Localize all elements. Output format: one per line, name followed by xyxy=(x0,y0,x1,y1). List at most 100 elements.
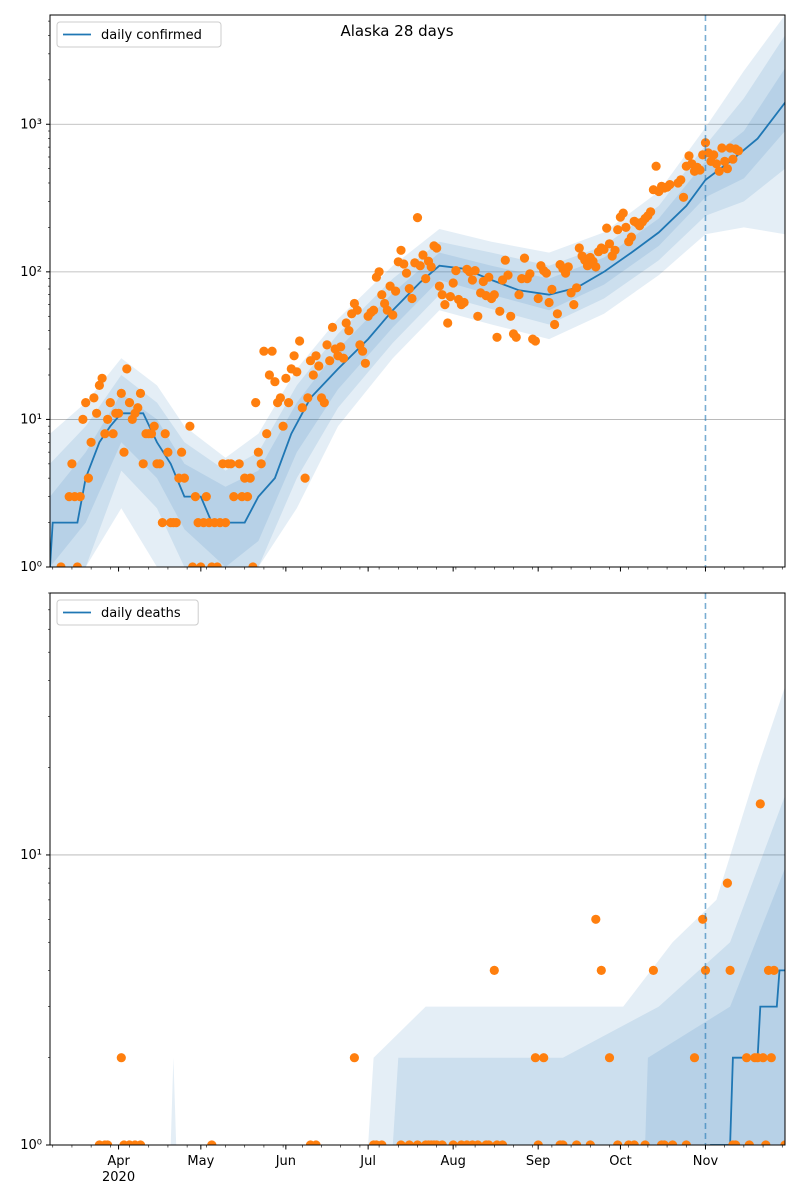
observed-point xyxy=(396,245,406,255)
observed-point xyxy=(391,286,401,296)
observed-point xyxy=(733,146,744,156)
observed-point xyxy=(75,492,85,502)
observed-point xyxy=(766,1053,776,1063)
observed-point xyxy=(511,332,521,342)
observed-point xyxy=(399,259,409,269)
observed-point xyxy=(418,250,428,260)
legend-box xyxy=(56,599,199,626)
band-outer-area xyxy=(50,15,785,567)
observed-point xyxy=(83,473,93,483)
observed-point xyxy=(157,518,167,528)
observed-point xyxy=(742,1053,752,1063)
observed-point xyxy=(270,377,280,387)
observed-point xyxy=(138,459,148,469)
observed-point xyxy=(349,1053,359,1063)
observed-point xyxy=(116,388,126,398)
observed-point xyxy=(122,364,132,374)
observed-point xyxy=(404,1140,414,1145)
observed-point xyxy=(558,1140,568,1145)
observed-point xyxy=(67,459,77,469)
observed-point xyxy=(229,492,239,502)
observed-point xyxy=(489,290,499,300)
observed-point xyxy=(722,878,733,888)
observed-point xyxy=(646,207,656,217)
observed-point xyxy=(242,492,253,502)
band-outer-area xyxy=(50,686,785,1145)
observed-point xyxy=(500,255,510,265)
x-tick-label: Jun xyxy=(275,1154,296,1169)
observed-point xyxy=(264,370,274,380)
observed-point xyxy=(92,408,102,418)
observed-point xyxy=(327,322,338,332)
observed-point xyxy=(146,429,157,439)
band-mid-area xyxy=(50,795,785,1145)
deaths-panel: 10⁰ 10¹ Apr May Jun Jul Aug Sep Oct Nov 2020 daily … xyxy=(20,592,786,1185)
observed-point xyxy=(404,284,414,294)
observed-point xyxy=(308,370,318,380)
observed-point xyxy=(171,518,181,528)
observed-point xyxy=(591,914,601,924)
observed-point xyxy=(338,353,349,363)
observed-point xyxy=(448,1140,458,1145)
observed-point xyxy=(731,1140,741,1145)
x-tick-label: Aug xyxy=(440,1154,465,1169)
observed-point xyxy=(769,965,779,976)
observed-point xyxy=(234,459,244,469)
observed-point xyxy=(377,1140,387,1145)
legend-label: daily confirmed xyxy=(101,28,202,43)
observed-point xyxy=(443,318,453,328)
observed-point xyxy=(437,1140,447,1145)
observed-point xyxy=(602,223,612,233)
observed-point xyxy=(188,562,198,567)
observed-point xyxy=(251,398,261,408)
observed-point xyxy=(533,293,543,304)
observed-point xyxy=(676,175,686,185)
observed-point xyxy=(610,245,620,255)
observed-point xyxy=(492,332,502,342)
observed-point xyxy=(530,1053,541,1063)
observed-point xyxy=(300,473,310,483)
observed-point xyxy=(369,305,379,315)
observed-point xyxy=(212,562,222,567)
observed-point xyxy=(678,192,689,202)
observed-point xyxy=(552,309,563,319)
legend-box xyxy=(56,21,222,48)
observed-point xyxy=(124,398,135,408)
observed-point xyxy=(100,429,110,439)
observed-point xyxy=(415,261,425,271)
observed-point xyxy=(358,346,368,356)
observed-point xyxy=(267,346,277,356)
observed-point xyxy=(550,319,560,330)
observed-point xyxy=(190,492,200,502)
observed-point xyxy=(426,262,436,272)
plot-area xyxy=(50,686,785,1145)
x-tick-label: Oct xyxy=(609,1154,631,1169)
observed-point xyxy=(434,281,444,291)
observed-point xyxy=(86,437,96,447)
observed-point xyxy=(725,965,735,976)
observed-point xyxy=(689,1053,700,1063)
observed-point xyxy=(160,429,170,439)
observed-point xyxy=(755,799,765,809)
x-year-label: 2020 xyxy=(102,1170,135,1185)
observed-point xyxy=(185,421,195,431)
observed-point xyxy=(149,421,159,431)
x-tick-label: Jul xyxy=(359,1154,376,1169)
observed-point xyxy=(177,447,187,457)
observed-point xyxy=(497,1140,508,1145)
x-tick-label: Apr xyxy=(107,1154,130,1169)
observed-point xyxy=(407,293,417,304)
observed-point xyxy=(506,311,516,321)
observed-point xyxy=(292,367,302,377)
observed-point xyxy=(245,473,255,483)
observed-point xyxy=(275,393,285,403)
x-tick-label: May xyxy=(187,1154,214,1169)
y-tick-label: 10³ xyxy=(20,117,42,132)
observed-point xyxy=(56,562,66,567)
observed-point xyxy=(489,965,499,976)
observed-point xyxy=(360,358,370,368)
observed-point xyxy=(651,161,661,171)
observed-point xyxy=(78,414,88,424)
observed-point xyxy=(484,1140,494,1145)
